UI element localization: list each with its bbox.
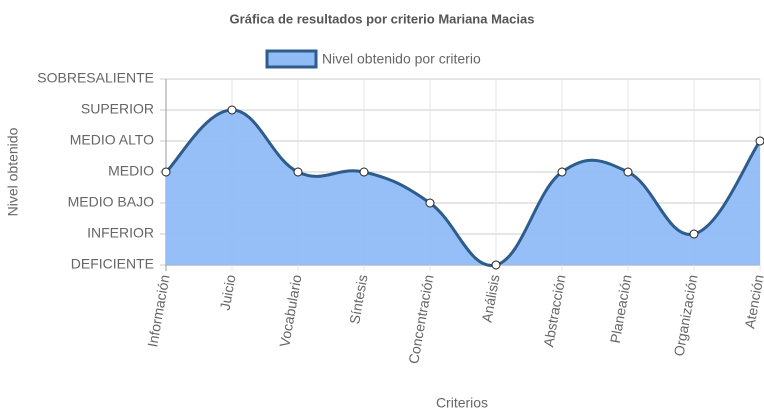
point [293,167,303,177]
point [755,136,764,146]
line [164,108,762,267]
y-tick-label: INFERIOR [87,225,154,241]
y-axis-title: Nivel obtenido [5,127,21,216]
x-tick-label: Concentración [405,273,436,365]
x-tick-label: Información [144,273,172,348]
point [557,167,567,177]
y-tick-label: MEDIO ALTO [70,132,154,148]
x-tick-label: Abstracción [540,273,568,348]
point [425,198,435,208]
x-tick-label: Atención [741,273,764,329]
point [359,167,369,177]
x-tick-label: Organización [671,273,701,357]
y-tick-label: DEFICIENTE [71,256,154,272]
x-tick-label: Síntesis [346,273,370,325]
y-tick-label: MEDIO BAJO [68,194,154,210]
point [689,229,699,239]
x-axis-title: Criterios [436,395,488,411]
chart-title: Gráfica de resultados por criterio Maria… [230,11,535,26]
y-tick-label: SOBRESALIENTE [37,70,154,86]
legend-swatch [265,49,318,69]
x-tick-label: Análisis [478,273,502,323]
x-tick-label: Planeación [607,273,635,344]
x-tick-label: Juicio [217,273,239,311]
point [161,167,171,177]
y-tick-label: SUPERIOR [81,101,154,117]
point [491,260,501,270]
legend-label: Nivel obtenido por criterio [322,51,481,67]
area [166,110,760,266]
x-tick-label: Vocabulario [276,273,304,348]
y-tick-label: MEDIO [108,163,154,179]
point [227,105,237,115]
point [623,167,633,177]
